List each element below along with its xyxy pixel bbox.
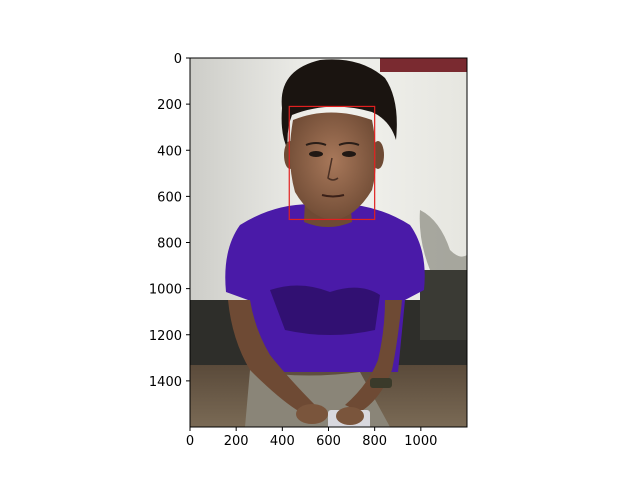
right-hand xyxy=(336,407,364,425)
left-arm xyxy=(228,300,318,412)
x-axis-ticks: 0 200 400 600 800 1000 xyxy=(186,427,437,449)
y-tick-label: 1000 xyxy=(149,283,182,298)
nose xyxy=(327,157,339,181)
y-tick-label: 1400 xyxy=(149,375,182,390)
wristwatch xyxy=(370,378,392,388)
photo xyxy=(190,58,467,427)
x-tick-label: 1000 xyxy=(404,434,437,449)
mouth xyxy=(321,194,345,198)
purple-shirt xyxy=(225,204,425,372)
y-tick-label: 200 xyxy=(157,98,182,113)
x-tick-label: 600 xyxy=(316,434,341,449)
y-axis-ticks: 0 200 400 600 800 1000 1200 1400 xyxy=(149,52,190,390)
x-tick-label: 800 xyxy=(362,434,387,449)
face-detection-box xyxy=(288,105,376,221)
shirt-print xyxy=(270,285,380,335)
left-eye xyxy=(309,151,323,157)
right-brow xyxy=(338,142,360,146)
bench-right xyxy=(420,270,467,340)
x-tick-label: 0 xyxy=(186,434,194,449)
y-tick-label: 400 xyxy=(157,144,182,159)
y-tick-label: 600 xyxy=(157,190,182,205)
right-arm xyxy=(345,300,402,412)
hair xyxy=(281,59,397,151)
right-eye xyxy=(342,151,356,157)
left-hand xyxy=(296,404,328,424)
y-tick-label: 0 xyxy=(174,52,182,67)
x-tick-label: 200 xyxy=(224,434,249,449)
face xyxy=(289,112,376,220)
y-tick-label: 800 xyxy=(157,237,182,252)
left-brow xyxy=(305,142,327,146)
x-tick-label: 400 xyxy=(270,434,295,449)
wall-trim xyxy=(380,58,467,72)
y-tick-label: 1200 xyxy=(149,329,182,344)
